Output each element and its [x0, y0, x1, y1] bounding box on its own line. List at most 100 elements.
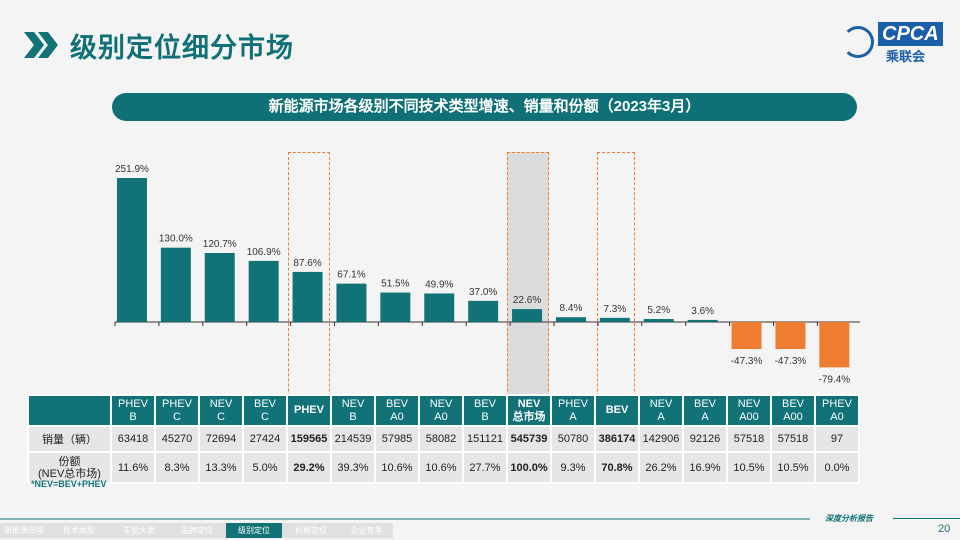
bar-chart: 251.9% 130.0% 120.7% 106.9% 87.6% 67.1% 51.5% 4…: [114, 164, 860, 385]
column-header: NEV A00: [726, 394, 772, 427]
bar: [424, 293, 455, 322]
column-header: PHEV C: [154, 394, 200, 427]
sales-cell: 57518: [726, 425, 772, 453]
sales-cell: 159565: [286, 425, 332, 453]
data-label: 67.1%: [337, 270, 365, 281]
data-label: 8.4%: [560, 303, 583, 314]
share-cell: 10.5%: [726, 451, 772, 484]
share-cell: 0.0%: [814, 451, 860, 484]
column-header: PHEV B: [110, 394, 156, 427]
data-label: 3.6%: [691, 306, 714, 317]
column-header: NEV A: [638, 394, 684, 427]
share-cell: 27.7%: [462, 451, 508, 484]
data-label: 130.0%: [159, 234, 193, 245]
sales-cell: 57985: [374, 425, 420, 453]
sales-cell: 72694: [198, 425, 244, 453]
nav-tab-6[interactable]: 企业竞争: [350, 526, 383, 535]
data-label: 49.9%: [425, 279, 453, 290]
nav-tab-3[interactable]: 品牌定位: [181, 526, 213, 535]
share-cell: 8.3%: [154, 451, 200, 484]
share-cell: 13.3%: [198, 451, 244, 484]
sales-cell: 57518: [770, 425, 816, 453]
share-cell: 10.5%: [770, 451, 816, 484]
sales-cell: 386174: [594, 425, 640, 453]
bar: [204, 253, 235, 322]
chart-banner: 新能源市场各级别不同技术类型增速、销量和份额（2023年3月）: [112, 93, 857, 121]
share-cell: 11.6%: [110, 451, 156, 484]
sales-cell: 97: [814, 425, 860, 453]
share-cell: 26.2%: [638, 451, 684, 484]
page-number: 20: [938, 523, 951, 535]
share-cell: 16.9%: [682, 451, 728, 484]
sales-cell: 58082: [418, 425, 464, 453]
sales-cell: 92126: [682, 425, 728, 453]
column-header: BEV B: [462, 394, 508, 427]
share-cell: 10.6%: [418, 451, 464, 484]
bar: [248, 260, 279, 322]
footnote: *NEV=BEV+PHEV: [31, 479, 107, 489]
sales-cell: 151121: [462, 425, 508, 453]
share-cell: 70.8%: [594, 451, 640, 484]
sales-cell: 545739: [506, 425, 552, 453]
bar: [116, 178, 147, 322]
nav-tab-4[interactable]: 级别定位: [226, 523, 282, 538]
column-header: PHEV: [286, 394, 332, 427]
share-cell: 100.0%: [506, 451, 552, 484]
share-cell: 29.2%: [286, 451, 332, 484]
sales-cell: 45270: [154, 425, 200, 453]
data-label: -79.4%: [819, 374, 851, 385]
data-label: 5.2%: [647, 305, 670, 316]
bar: [336, 283, 367, 322]
footer-line: [0, 518, 810, 520]
sales-cell: 142906: [638, 425, 684, 453]
sales-cell: 27424: [242, 425, 288, 453]
share-cell: 9.3%: [550, 451, 596, 484]
nav-tab-5[interactable]: 价格定位: [295, 526, 327, 535]
column-header: BEV A0: [374, 394, 420, 427]
bar: [512, 309, 543, 322]
data-label: 37.0%: [469, 287, 497, 298]
row-label-share: 份额 (NEV总市场): [27, 451, 112, 484]
header-blank: [27, 394, 112, 427]
share-cell: 39.3%: [330, 451, 376, 484]
sales-cell: 50780: [550, 425, 596, 453]
data-label: 51.5%: [381, 279, 409, 290]
column-header: BEV A: [682, 394, 728, 427]
column-header: NEV A0: [418, 394, 464, 427]
bar: [468, 300, 499, 322]
bar: [731, 322, 762, 350]
column-header: BEV A00: [770, 394, 816, 427]
column-header: BEV C: [242, 394, 288, 427]
share-cell: 5.0%: [242, 451, 288, 484]
column-header: PHEV A: [550, 394, 596, 427]
data-label: 251.9%: [115, 164, 149, 175]
bar: [775, 322, 806, 350]
data-label: 106.9%: [247, 247, 281, 258]
data-label: -47.3%: [775, 356, 807, 367]
column-header: NEV B: [330, 394, 376, 427]
bar: [555, 317, 586, 322]
bar: [643, 319, 674, 322]
data-label: 87.6%: [293, 258, 321, 269]
nav-tab-1[interactable]: 技术类型: [63, 526, 95, 535]
sales-cell: 63418: [110, 425, 156, 453]
chevron-double-icon: [24, 32, 58, 58]
bar: [160, 247, 191, 322]
cpca-logo: CPCA 乘联会: [838, 22, 943, 64]
bar: [599, 317, 630, 322]
nav-tab-0[interactable]: 新能源市场: [4, 526, 44, 535]
column-header: BEV: [594, 394, 640, 427]
data-table: PHEV B PHEV C NEV C BEV C PHEV NEV B BEV A0 NEV A0 BEV B…: [27, 394, 860, 484]
bar: [819, 322, 850, 368]
bar: [292, 271, 323, 322]
data-label: -47.3%: [731, 356, 763, 367]
page-title: 级别定位细分市场: [70, 33, 294, 63]
footer-tag: 深度分析报告: [825, 514, 873, 523]
nav-tab-2[interactable]: 车型大类: [123, 526, 155, 535]
bar: [687, 319, 718, 322]
column-header: NEV C: [198, 394, 244, 427]
share-cell: 10.6%: [374, 451, 420, 484]
sales-cell: 214539: [330, 425, 376, 453]
footer-line-right: [893, 518, 960, 519]
data-label: 22.6%: [513, 295, 541, 306]
